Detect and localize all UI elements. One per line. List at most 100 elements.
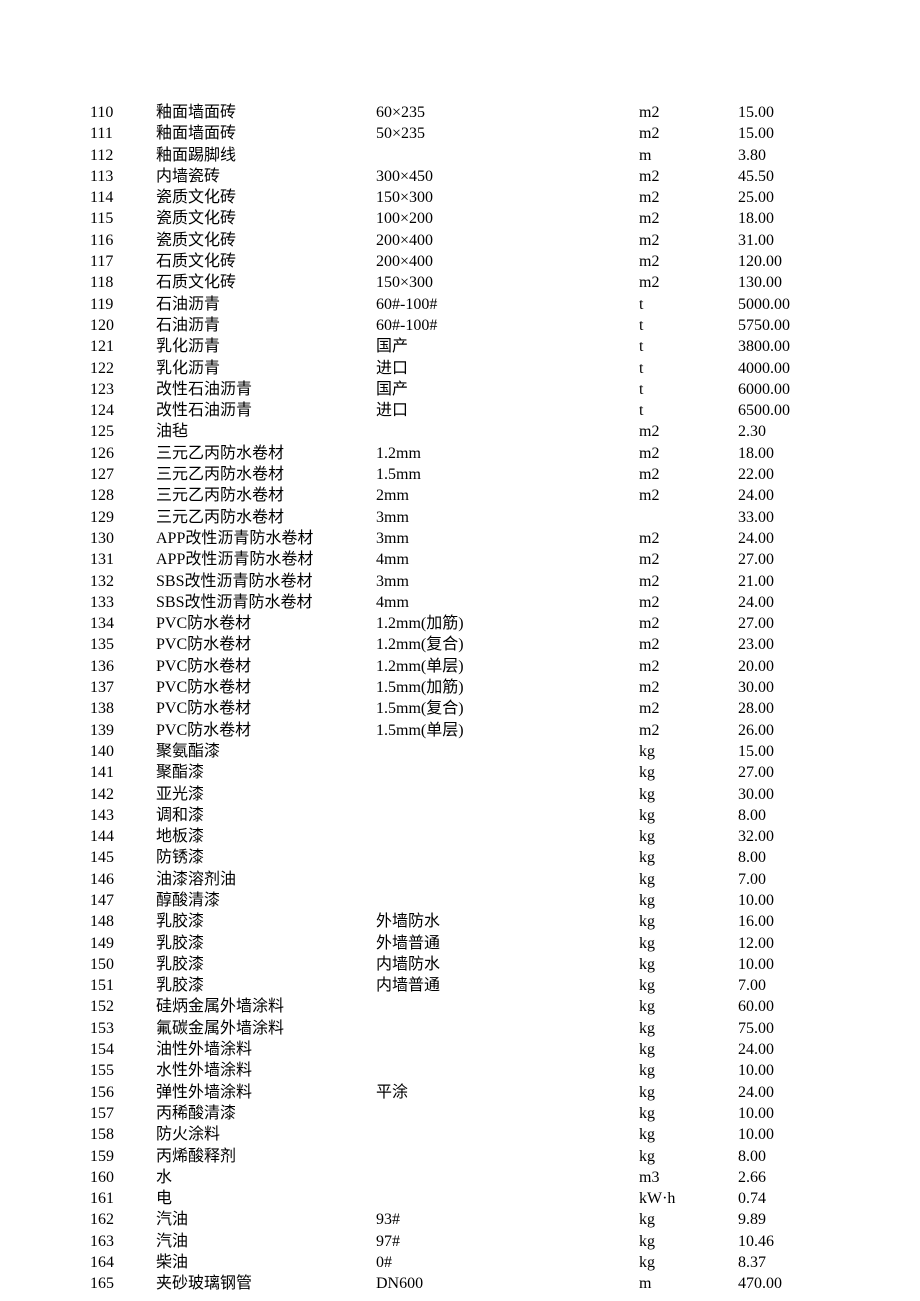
cell-unit: kg [639, 975, 738, 996]
cell-spec: 进口 [376, 358, 639, 379]
cell-price: 7.00 [738, 975, 766, 996]
table-row: 137PVC防水卷材1.5mm(加筋)m230.00 [90, 677, 920, 698]
cell-id: 121 [90, 336, 156, 357]
cell-price: 21.00 [738, 571, 774, 592]
cell-unit: m2 [639, 549, 738, 570]
cell-id: 143 [90, 805, 156, 826]
cell-price: 16.00 [738, 911, 774, 932]
table-row: 157丙稀酸清漆kg10.00 [90, 1103, 920, 1124]
cell-name: 三元乙丙防水卷材 [156, 464, 376, 485]
cell-spec: 3mm [376, 571, 639, 592]
cell-price: 27.00 [738, 762, 774, 783]
cell-unit: kg [639, 954, 738, 975]
cell-name: PVC防水卷材 [156, 698, 376, 719]
cell-unit [639, 507, 738, 528]
cell-unit: m2 [639, 251, 738, 272]
table-row: 150乳胶漆内墙防水kg10.00 [90, 954, 920, 975]
cell-spec: 0# [376, 1252, 639, 1273]
cell-name: 醇酸清漆 [156, 890, 376, 911]
cell-name: 三元乙丙防水卷材 [156, 485, 376, 506]
cell-id: 129 [90, 507, 156, 528]
cell-name: 水 [156, 1167, 376, 1188]
cell-spec [376, 847, 639, 868]
cell-spec: 150×300 [376, 187, 639, 208]
cell-id: 149 [90, 933, 156, 954]
cell-spec [376, 1188, 639, 1209]
cell-id: 156 [90, 1082, 156, 1103]
cell-id: 128 [90, 485, 156, 506]
cell-name: 三元乙丙防水卷材 [156, 443, 376, 464]
cell-id: 130 [90, 528, 156, 549]
cell-id: 147 [90, 890, 156, 911]
cell-spec [376, 145, 639, 166]
table-row: 153氟碳金属外墙涂料kg75.00 [90, 1018, 920, 1039]
cell-name: 釉面墙面砖 [156, 123, 376, 144]
cell-price: 15.00 [738, 123, 774, 144]
cell-id: 131 [90, 549, 156, 570]
cell-spec: 93# [376, 1209, 639, 1230]
cell-spec: 1.2mm(复合) [376, 634, 639, 655]
cell-id: 135 [90, 634, 156, 655]
cell-name: PVC防水卷材 [156, 613, 376, 634]
table-row: 126三元乙丙防水卷材1.2mmm218.00 [90, 443, 920, 464]
cell-price: 2.30 [738, 421, 766, 442]
table-row: 149乳胶漆外墙普通kg12.00 [90, 933, 920, 954]
cell-price: 27.00 [738, 549, 774, 570]
cell-unit: kg [639, 805, 738, 826]
cell-spec: 1.2mm [376, 443, 639, 464]
cell-name: 乳化沥青 [156, 358, 376, 379]
cell-spec: 1.5mm(单层) [376, 720, 639, 741]
table-row: 141聚酯漆kg27.00 [90, 762, 920, 783]
table-row: 140聚氨酯漆kg15.00 [90, 741, 920, 762]
cell-price: 5750.00 [738, 315, 790, 336]
cell-unit: kg [639, 911, 738, 932]
cell-id: 164 [90, 1252, 156, 1273]
cell-id: 124 [90, 400, 156, 421]
cell-unit: m2 [639, 485, 738, 506]
cell-spec: 200×400 [376, 251, 639, 272]
cell-id: 165 [90, 1273, 156, 1294]
cell-spec: 2mm [376, 485, 639, 506]
table-row: 156弹性外墙涂料平涂kg24.00 [90, 1082, 920, 1103]
cell-spec: 4mm [376, 592, 639, 613]
cell-price: 8.37 [738, 1252, 766, 1273]
cell-unit: kg [639, 933, 738, 954]
table-row: 142亚光漆kg30.00 [90, 784, 920, 805]
table-row: 155水性外墙涂料kg10.00 [90, 1060, 920, 1081]
table-row: 152硅炳金属外墙涂料kg60.00 [90, 996, 920, 1017]
cell-price: 30.00 [738, 784, 774, 805]
table-row: 124改性石油沥青进口t6500.00 [90, 400, 920, 421]
cell-unit: m2 [639, 166, 738, 187]
table-row: 125油毡m22.30 [90, 421, 920, 442]
table-row: 111釉面墙面砖50×235m215.00 [90, 123, 920, 144]
cell-spec [376, 784, 639, 805]
table-row: 115瓷质文化砖100×200m218.00 [90, 208, 920, 229]
cell-name: 氟碳金属外墙涂料 [156, 1018, 376, 1039]
cell-unit: m2 [639, 571, 738, 592]
cell-unit: m2 [639, 656, 738, 677]
cell-unit: kg [639, 1103, 738, 1124]
cell-price: 470.00 [738, 1273, 782, 1294]
table-row: 145防锈漆kg8.00 [90, 847, 920, 868]
cell-spec: 60×235 [376, 102, 639, 123]
cell-price: 4000.00 [738, 358, 790, 379]
cell-spec: 1.5mm(复合) [376, 698, 639, 719]
table-row: 138PVC防水卷材1.5mm(复合)m228.00 [90, 698, 920, 719]
cell-id: 145 [90, 847, 156, 868]
cell-name: APP改性沥青防水卷材 [156, 549, 376, 570]
cell-price: 10.00 [738, 1103, 774, 1124]
cell-unit: m2 [639, 698, 738, 719]
cell-name: 石质文化砖 [156, 251, 376, 272]
table-row: 134PVC防水卷材1.2mm(加筋)m227.00 [90, 613, 920, 634]
cell-name: 瓷质文化砖 [156, 208, 376, 229]
cell-name: 瓷质文化砖 [156, 187, 376, 208]
table-row: 160水m32.66 [90, 1167, 920, 1188]
table-row: 139PVC防水卷材1.5mm(单层)m226.00 [90, 720, 920, 741]
cell-name: PVC防水卷材 [156, 677, 376, 698]
cell-id: 112 [90, 145, 156, 166]
cell-id: 133 [90, 592, 156, 613]
table-row: 118石质文化砖150×300m2130.00 [90, 272, 920, 293]
cell-name: SBS改性沥青防水卷材 [156, 571, 376, 592]
cell-spec [376, 1167, 639, 1188]
cell-price: 24.00 [738, 528, 774, 549]
